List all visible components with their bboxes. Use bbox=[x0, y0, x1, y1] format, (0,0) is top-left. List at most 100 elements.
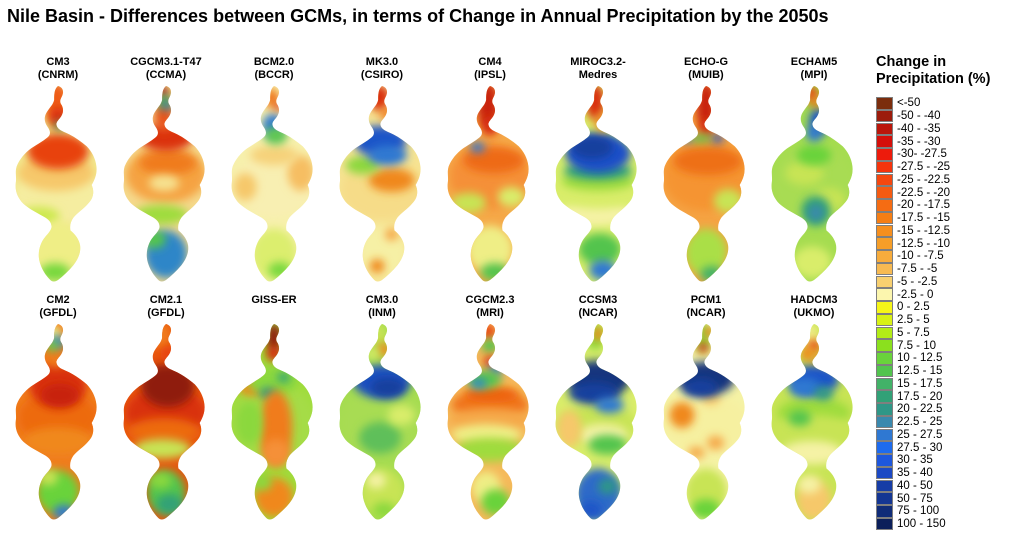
model-name: HADCM3 bbox=[790, 294, 838, 306]
legend-entry: -7.5 - -5 bbox=[876, 262, 1012, 276]
nile-basin-svg bbox=[447, 324, 529, 520]
legend-range-label: 30 - 35 bbox=[897, 454, 933, 467]
nile-basin-svg bbox=[663, 324, 745, 520]
legend-entry: 35 - 40 bbox=[876, 466, 1012, 480]
nile-basin-map bbox=[658, 324, 754, 522]
legend-entry: -12.5 - -10 bbox=[876, 237, 1012, 250]
model-name: BCM2.0 bbox=[253, 56, 295, 68]
map-row-top: CM3 (CNRM) CGCM3.1-T47 (CCMA) bbox=[4, 52, 872, 284]
legend-color-swatch bbox=[876, 237, 893, 250]
model-institution: GISS-ER bbox=[251, 294, 297, 306]
model-institution: (IPSL) bbox=[474, 69, 506, 81]
legend-entries: <-50 -50 - -40 -40 - -35 -35 - -30 -30- … bbox=[876, 97, 1012, 531]
legend-color-swatch bbox=[876, 466, 893, 480]
legend-range-label: 10 - 12.5 bbox=[897, 352, 943, 365]
legend-color-swatch bbox=[876, 517, 893, 531]
legend-range-label: 40 - 50 bbox=[897, 479, 933, 492]
legend-range-label: -35 - -30 bbox=[897, 135, 941, 148]
legend-color-swatch bbox=[876, 122, 893, 136]
legend-entry: 17.5 - 20 bbox=[876, 390, 1012, 403]
model-label: CM4 (IPSL) bbox=[474, 52, 506, 86]
model-label: CCSM3 (NCAR) bbox=[578, 290, 617, 324]
nile-basin-map bbox=[550, 324, 646, 522]
nile-basin-svg bbox=[771, 324, 853, 520]
legend-range-label: -2.5 - 0 bbox=[897, 288, 934, 301]
legend-entry: 40 - 50 bbox=[876, 479, 1012, 493]
legend-color-swatch bbox=[876, 211, 893, 225]
model-panel: BCM2.0 (BCCR) bbox=[220, 52, 328, 284]
legend-range-label: -50 - -40 bbox=[897, 110, 941, 123]
model-panel: CM4 (IPSL) bbox=[436, 52, 544, 284]
legend-range-label: 5 - 7.5 bbox=[897, 326, 930, 339]
model-institution: (GFDL) bbox=[39, 307, 77, 319]
legend-entry: -35 - -30 bbox=[876, 135, 1012, 148]
model-institution: (MPI) bbox=[800, 69, 828, 81]
legend-color-swatch bbox=[876, 339, 893, 352]
legend-entry: 75 - 100 bbox=[876, 505, 1012, 518]
legend-range-label: -17.5 - -15 bbox=[897, 212, 951, 225]
legend-color-swatch bbox=[876, 224, 893, 238]
legend-color-swatch bbox=[876, 275, 893, 289]
legend-range-label: 50 - 75 bbox=[897, 492, 933, 505]
nile-basin-svg bbox=[339, 86, 421, 282]
model-institution: (CSIRO) bbox=[360, 69, 404, 81]
model-panel: ECHO-G (MUIB) bbox=[652, 52, 760, 284]
nile-basin-map bbox=[10, 324, 106, 522]
legend-range-label: 17.5 - 20 bbox=[897, 390, 943, 403]
model-label: HADCM3 (UKMO) bbox=[790, 290, 837, 324]
legend-color-swatch bbox=[876, 377, 893, 391]
legend-range-label: 20 - 22.5 bbox=[897, 403, 943, 416]
legend-color-swatch bbox=[876, 199, 893, 212]
model-label: CM3 (CNRM) bbox=[38, 52, 78, 86]
legend-entry: -10 - -7.5 bbox=[876, 250, 1012, 263]
nile-basin-map bbox=[118, 324, 214, 522]
nile-basin-svg bbox=[663, 86, 745, 282]
nile-basin-map bbox=[658, 86, 754, 284]
legend-color-swatch bbox=[876, 313, 893, 327]
legend-entry: 22.5 - 25 bbox=[876, 415, 1012, 429]
model-name: ECHO-G bbox=[684, 56, 728, 68]
legend-entry: 50 - 75 bbox=[876, 492, 1012, 505]
model-name: MIROC3.2- bbox=[570, 56, 626, 68]
legend-entry: -20 - -17.5 bbox=[876, 199, 1012, 212]
legend-range-label: 100 - 150 bbox=[897, 518, 946, 531]
model-panel: HADCM3 (UKMO) bbox=[760, 290, 868, 522]
legend-entry: -22.5 - -20 bbox=[876, 186, 1012, 199]
nile-basin-map bbox=[766, 86, 862, 284]
nile-basin-svg bbox=[231, 86, 313, 282]
legend-entry: -25 - -22.5 bbox=[876, 173, 1012, 187]
model-institution: (MUIB) bbox=[688, 69, 724, 81]
legend-entry: 15 - 17.5 bbox=[876, 377, 1012, 391]
model-label: CGCM3.1-T47 (CCMA) bbox=[130, 52, 202, 86]
legend-color-swatch bbox=[876, 352, 893, 365]
model-label: ECHAM5 (MPI) bbox=[791, 52, 837, 86]
model-institution: Medres bbox=[578, 69, 618, 81]
nile-basin-map bbox=[334, 324, 430, 522]
nile-basin-map bbox=[10, 86, 106, 284]
map-row-bottom: CM2 (GFDL) CM2.1 (GFDL) bbox=[4, 290, 872, 522]
model-institution: (GFDL) bbox=[147, 307, 185, 319]
legend-color-swatch bbox=[876, 301, 893, 314]
nile-basin-svg bbox=[123, 86, 205, 282]
model-institution: (NCAR) bbox=[578, 307, 618, 319]
model-label: PCM1 (NCAR) bbox=[686, 290, 725, 324]
nile-basin-map bbox=[550, 86, 646, 284]
model-institution: (UKMO) bbox=[793, 307, 835, 319]
legend-color-swatch bbox=[876, 160, 893, 174]
legend-color-swatch bbox=[876, 454, 893, 467]
legend-color-swatch bbox=[876, 390, 893, 403]
model-name: CM2.1 bbox=[149, 294, 183, 306]
legend-color-swatch bbox=[876, 326, 893, 340]
model-panel: CM2.1 (GFDL) bbox=[112, 290, 220, 522]
model-institution: (INM) bbox=[368, 307, 396, 319]
legend-title: Change in Precipitation (%) bbox=[876, 54, 1012, 88]
legend-entry: 27.5 - 30 bbox=[876, 441, 1012, 454]
model-panel: CM2 (GFDL) bbox=[4, 290, 112, 522]
legend-entry: -2.5 - 0 bbox=[876, 288, 1012, 301]
legend-entry: 12.5 - 15 bbox=[876, 364, 1012, 378]
model-institution: (MRI) bbox=[476, 307, 504, 319]
nile-basin-svg bbox=[771, 86, 853, 282]
nile-basin-svg bbox=[123, 324, 205, 520]
legend-entry: -17.5 - -15 bbox=[876, 211, 1012, 225]
